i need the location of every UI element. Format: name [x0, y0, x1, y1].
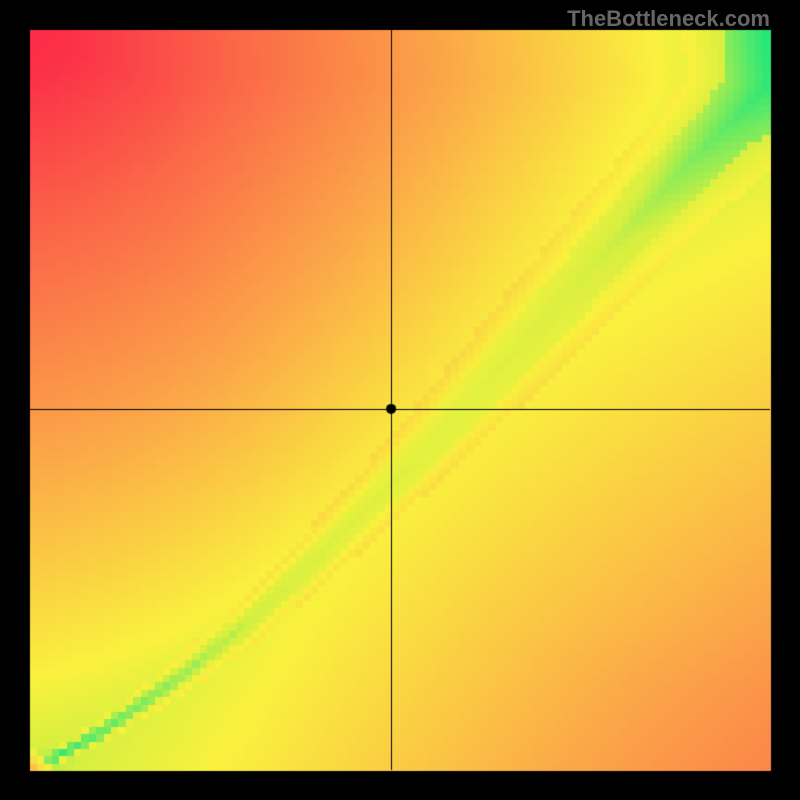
- watermark-text: TheBottleneck.com: [567, 6, 770, 32]
- chart-container: TheBottleneck.com: [0, 0, 800, 800]
- bottleneck-heatmap: [0, 0, 800, 800]
